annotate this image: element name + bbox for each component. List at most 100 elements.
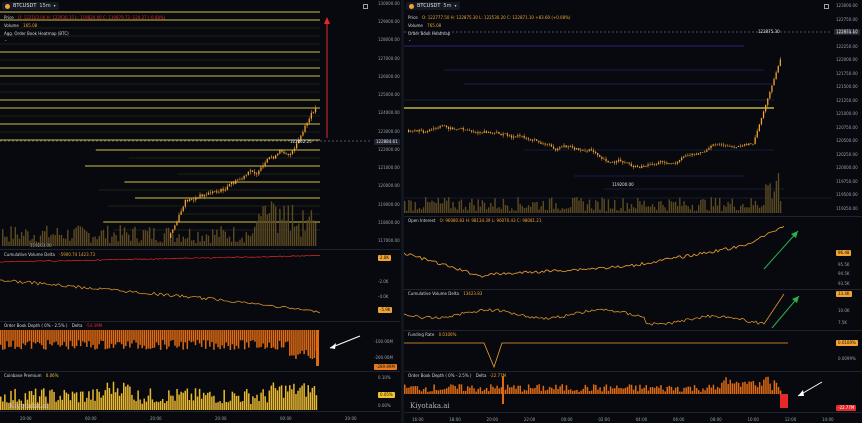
bitcoin-icon [409, 3, 414, 9]
candle-body [525, 137, 527, 139]
candle-body [481, 132, 483, 134]
right-interval[interactable]: 5m [443, 3, 452, 9]
right-price-axis[interactable]: 123000.00 122750.00 122500.00 122250.00 1220… [834, 0, 862, 215]
chevron-down-icon[interactable]: ▾ [53, 3, 56, 8]
volume-bar [44, 231, 46, 246]
right-price-chart[interactable] [404, 0, 832, 215]
volume-bar [304, 230, 306, 246]
volume-bar [769, 183, 771, 213]
axis-tick-label: 126000.00 [378, 73, 400, 79]
depth-bar [754, 385, 757, 394]
premium-bar [170, 395, 172, 410]
depth-bar [410, 386, 412, 394]
left-cp-axis-2: 0.00% [378, 403, 391, 408]
premium-bar [184, 390, 186, 410]
left-ohlc-values: O: 122103.00 H: 122930.15 L: 119820.00 C… [18, 15, 166, 20]
volume-bar [710, 197, 712, 213]
right-cvd-chart[interactable] [404, 290, 832, 330]
left-cvd-tag-top: 2.8K [378, 255, 391, 261]
depth-bar [582, 388, 584, 394]
maximize-icon[interactable] [824, 4, 829, 9]
depth-bar [563, 390, 566, 394]
premium-bar [209, 391, 211, 410]
depth-bar [603, 386, 605, 394]
volume-bar [588, 199, 591, 213]
depth-bar [721, 382, 723, 394]
depth-bar [700, 391, 702, 394]
volume-bar [761, 206, 763, 213]
volume-bar [624, 210, 626, 213]
premium-bar [88, 391, 90, 410]
premium-bar [129, 386, 131, 410]
depth-bar [176, 330, 178, 348]
depth-bar [611, 388, 614, 394]
depth-bar [758, 382, 761, 394]
volume-bar [748, 207, 750, 213]
volume-bar [689, 209, 691, 213]
depth-bar [485, 387, 488, 394]
right-oi-chart[interactable] [404, 217, 832, 289]
left-interval[interactable]: 15m [39, 3, 51, 9]
volume-bar [83, 229, 86, 246]
left-cp-chart[interactable] [0, 372, 372, 410]
volume-bar [483, 202, 486, 213]
time-tick-label: 16:00 [412, 417, 424, 422]
candle-body [510, 135, 513, 138]
depth-bar [509, 387, 511, 394]
candle-body [727, 145, 729, 147]
cvd-line [404, 293, 785, 326]
left-cvd-chart[interactable] [0, 250, 372, 320]
right-obd-chart[interactable] [404, 372, 832, 412]
left-cvd-tag-bottom: -5.9K [378, 307, 393, 313]
volume-bar [184, 238, 187, 246]
candle-body [424, 132, 427, 133]
chevron-down-icon[interactable]: ▾ [454, 3, 457, 8]
right-cvd-tag: 13.4K [836, 291, 852, 297]
right-funding-chart[interactable] [404, 331, 832, 371]
candle-body [212, 191, 214, 194]
candle-body [630, 163, 632, 167]
premium-bar [299, 387, 301, 410]
right-symbol-selector[interactable]: BTCUSDT 5m ▾ [406, 2, 460, 10]
depth-bar [12, 330, 14, 341]
candle-body [542, 143, 544, 145]
volume-bar [607, 199, 610, 213]
right-chart[interactable]: BTCUSDT 5m ▾ Price O: 122777.50 H: 12287… [404, 0, 862, 423]
depth-bar [104, 330, 107, 350]
left-price-chart[interactable] [0, 0, 372, 248]
right-time-axis[interactable]: 16:00 18:00 20:00 22:00 00:00 02:00 04:00 06:00… [404, 413, 862, 423]
depth-bar [674, 387, 677, 394]
maximize-icon[interactable] [363, 4, 368, 9]
candle-body [182, 206, 184, 212]
premium-bar [168, 390, 170, 410]
right-funding-axis-1: 0.0099% [838, 356, 856, 361]
left-price-axis[interactable]: 130000.00 129000.00 128000.00 127000.00 1260… [376, 0, 400, 248]
time-tick-label: 04:00 [635, 417, 648, 422]
left-time-axis[interactable]: 20:00 00:00 20:00 20:00 00:00 20:00 [0, 412, 400, 423]
right-funding-label: Funding Rate 0.0100% [408, 332, 457, 337]
axis-tick-label: 121750.00 [836, 70, 858, 76]
collapse-icon[interactable]: ⌃ [408, 39, 412, 44]
volume-bar [56, 227, 58, 246]
depth-bar [14, 330, 16, 349]
candle-body [426, 131, 429, 133]
candle-body [567, 146, 569, 148]
left-chart[interactable]: BTCUSDT 15m ▾ Price O: 122103.00 H: 1229… [0, 0, 400, 423]
candle-body [676, 161, 679, 164]
collapse-icon[interactable]: ⌃ [4, 39, 8, 44]
left-symbol-selector[interactable]: BTCUSDT 15m ▾ [2, 2, 59, 10]
depth-bar [742, 382, 744, 394]
chart-divider[interactable] [401, 0, 404, 423]
volume-bar [765, 184, 767, 213]
candle-body [622, 161, 624, 163]
premium-bar [82, 391, 84, 410]
depth-bar [73, 330, 76, 349]
depth-bar [43, 330, 45, 350]
depth-bar [601, 391, 603, 394]
volume-bar [220, 226, 222, 246]
depth-bar [151, 330, 154, 349]
depth-bar [660, 385, 662, 394]
candle-body [281, 150, 283, 152]
left-obd-chart[interactable] [0, 322, 372, 370]
depth-bar [118, 330, 121, 343]
